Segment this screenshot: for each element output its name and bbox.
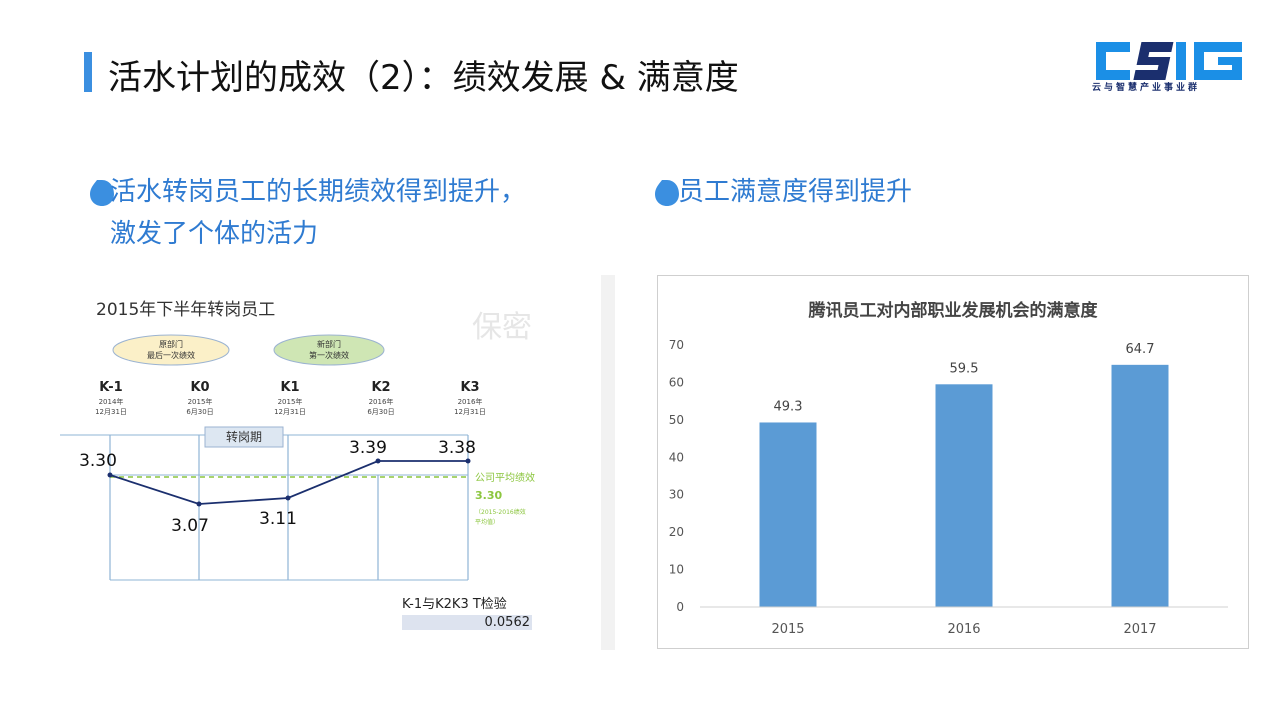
score-point: [465, 458, 471, 464]
stage-year: 2016年: [458, 397, 483, 406]
stage-day: 12月31日: [95, 408, 127, 416]
page-title: 活水计划的成效（2）：绩效发展 & 满意度: [108, 58, 739, 98]
stage-code: K1: [280, 380, 299, 395]
avg-value: 3.30: [475, 489, 502, 502]
avg-note1: （2015-2016绩效: [475, 508, 526, 516]
figure-title: 2015年下半年转岗员工: [96, 300, 275, 320]
y-tick-label: 10: [669, 563, 684, 577]
stage-code: K2: [371, 380, 390, 395]
bullet-icon: [655, 180, 679, 206]
left-heading-line1: 活水转岗员工的长期绩效得到提升，: [110, 177, 527, 207]
stage-k3: K3 2016年 12月31日: [454, 380, 486, 416]
stage-year: 2015年: [278, 397, 303, 406]
transfer-period-label: 转岗期: [226, 429, 262, 444]
ttest-label: K-1与K2K3 T检验: [402, 596, 507, 612]
bubble-old-dept: [112, 334, 230, 366]
stage-day: 6月30日: [186, 408, 213, 416]
stage-year: 2015年: [188, 397, 213, 406]
y-tick-label: 0: [676, 600, 684, 614]
score-k2: 3.39: [349, 438, 387, 458]
ttest-value: 0.0562: [485, 615, 531, 630]
transfer-period-box: [204, 426, 284, 448]
performance-figure: 2015年下半年转岗员工 保密 原部门 最后一次绩效 新部门 第一次绩效 K-1…: [60, 275, 615, 650]
bar-2015: [759, 422, 817, 607]
y-tick-label: 60: [669, 375, 684, 389]
stage-year: 2016年: [369, 397, 394, 406]
chart-title: 腾讯员工对内部职业发展机会的满意度: [809, 300, 1099, 321]
stage-k0: K0 2015年 6月30日: [186, 380, 213, 416]
score-point: [107, 472, 113, 478]
bars: 49.3 59.5 64.7: [759, 342, 1169, 607]
bar-2017: [1111, 364, 1169, 607]
score-k0: 3.07: [171, 516, 209, 536]
bubble-old-dept-line2: 最后一次绩效: [147, 350, 195, 360]
right-heading: 员工满意度得到提升: [678, 177, 913, 207]
bubble-new-dept-line1: 新部门: [317, 339, 341, 349]
bar-value-label: 49.3: [774, 399, 803, 414]
score-point: [285, 495, 291, 501]
x-tick-label: 2016: [947, 622, 980, 637]
avg-note2: 平均值）: [475, 518, 499, 526]
score-k-1: 3.30: [79, 451, 117, 471]
x-tick-label: 2017: [1123, 622, 1156, 637]
stage-k-1: K-1 2014年 12月31日: [95, 380, 127, 416]
y-tick-label: 30: [669, 488, 684, 502]
bar-2016: [935, 384, 993, 607]
bubble-new-dept: [273, 334, 385, 366]
stage-k1: K1 2015年 12月31日: [274, 380, 306, 416]
avg-label: 公司平均绩效: [475, 471, 535, 484]
logo-subtitle: 云与智慧产业事业群: [1092, 83, 1201, 93]
stage-day: 6月30日: [367, 408, 394, 416]
x-tick-label: 2015: [771, 622, 804, 637]
x-axis: 2015 2016 2017: [771, 622, 1156, 637]
watermark: 保密: [472, 310, 532, 345]
stage-code: K-1: [99, 380, 122, 395]
csig-logo: [1096, 42, 1242, 80]
title-accent-bar: [84, 52, 92, 92]
y-tick-label: 70: [669, 338, 684, 352]
satisfaction-bar-chart: 腾讯员工对内部职业发展机会的满意度 0 10 20 30 40 50 60 70 49.3 59…: [669, 300, 1228, 637]
bullet-icon: [90, 180, 114, 206]
score-k3: 3.38: [438, 438, 476, 458]
stage-day: 12月31日: [274, 408, 306, 416]
y-tick-label: 40: [669, 450, 684, 464]
satisfaction-chart-box: 腾讯员工对内部职业发展机会的满意度 0 10 20 30 40 50 60 70 49.3 59…: [657, 275, 1249, 649]
figure-separator: [601, 275, 615, 650]
y-tick-label: 20: [669, 525, 684, 539]
y-axis: 0 10 20 30 40 50 60 70: [669, 338, 684, 614]
bubble-old-dept-line1: 原部门: [159, 339, 183, 349]
bubble-new-dept-line2: 第一次绩效: [309, 350, 349, 360]
score-k1: 3.11: [259, 509, 297, 529]
left-heading-line2: 激发了个体的活力: [110, 219, 319, 249]
stage-code: K3: [460, 380, 479, 395]
y-tick-label: 50: [669, 413, 684, 427]
bar-value-label: 59.5: [950, 361, 979, 376]
score-point: [196, 501, 202, 507]
performance-timeline: 2015年下半年转岗员工 保密 原部门 最后一次绩效 新部门 第一次绩效 K-1…: [60, 300, 535, 630]
stage-year: 2014年: [99, 397, 124, 406]
stage-day: 12月31日: [454, 408, 486, 416]
ttest-highlight: [402, 615, 532, 630]
stage-code: K0: [190, 380, 209, 395]
bar-value-label: 64.7: [1126, 342, 1155, 357]
score-point: [375, 458, 381, 464]
stage-k2: K2 2016年 6月30日: [367, 380, 394, 416]
